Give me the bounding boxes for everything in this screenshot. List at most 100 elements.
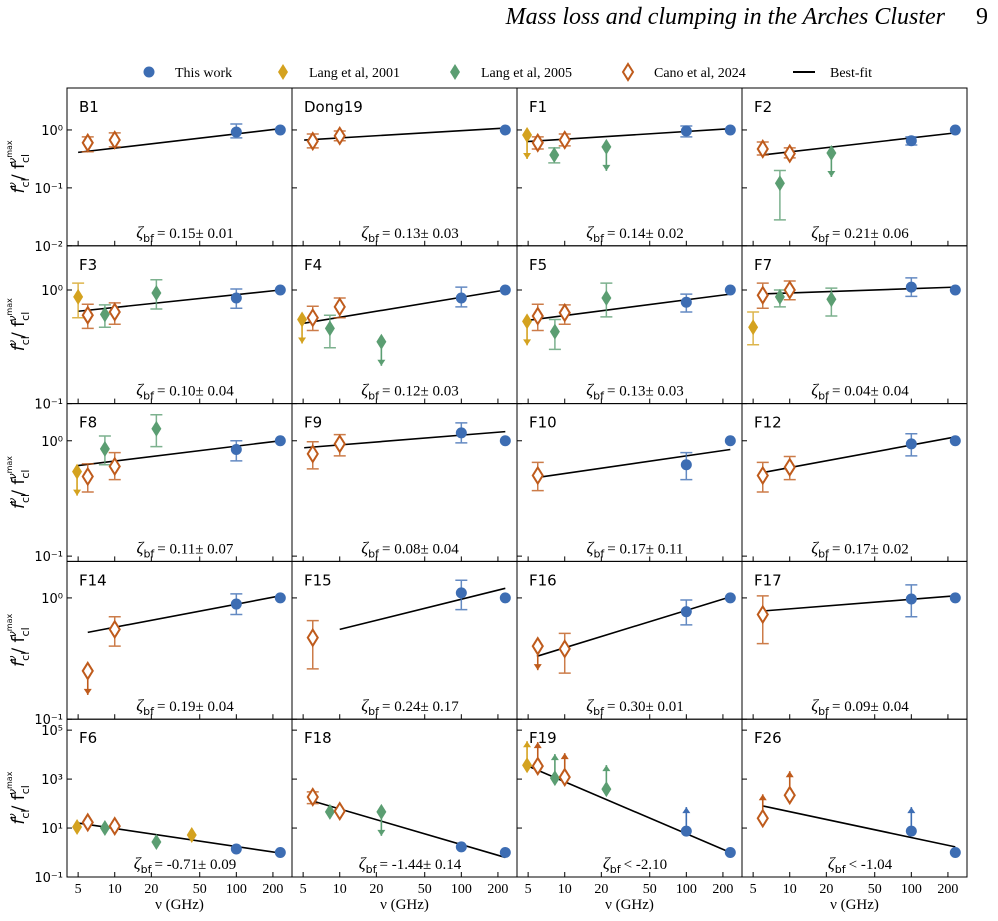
panel-title: B1 [79, 98, 99, 116]
y-axis-label-part: ν [6, 182, 19, 188]
panel-frame [291, 403, 518, 562]
zeta-subscript: bf [368, 232, 380, 245]
panel: F4 ζbf = 0.12± 0.03 [291, 245, 518, 405]
zeta-annotation: ζbf = 0.12± 0.03 [361, 381, 458, 403]
x-axis-label: ν (GHz) [830, 897, 879, 913]
x-tick-label: 10 [108, 882, 122, 897]
zeta-symbol: ζ [811, 223, 819, 242]
best-fit-line [87, 595, 281, 634]
limit-arrowhead [907, 807, 916, 814]
y-axis-label: fclν/ fclνmax [5, 140, 32, 193]
y-tick-label: 10⁰ [41, 124, 63, 139]
limit-arrowhead [523, 152, 532, 159]
y-tick-label: 10³ [41, 773, 63, 788]
marker [230, 843, 242, 855]
panel-title: F6 [79, 729, 97, 747]
zeta-annotation: ζbf = 0.14± 0.02 [586, 223, 683, 245]
zeta-symbol: ζ [587, 538, 595, 557]
y-axis-label-part: max [5, 140, 14, 158]
marker [531, 465, 544, 486]
zeta-value: = 0.04± 0.04 [832, 384, 909, 400]
zeta-annotation: ζbf = 0.15± 0.01 [136, 223, 233, 245]
panel: F15 ζbf = 0.24± 0.17 [291, 560, 518, 720]
marker [558, 302, 571, 323]
marker [783, 280, 796, 300]
y-axis-label-part: cl [19, 154, 32, 163]
zeta-value: = 0.17± 0.02 [832, 541, 909, 557]
marker [756, 465, 769, 486]
x-tick-label: 50 [643, 882, 657, 897]
y-axis-label-part: cl [19, 312, 32, 321]
panel: F10 ζbf = 0.17± 0.11 [516, 403, 743, 562]
marker [324, 803, 335, 820]
marker [549, 323, 560, 340]
marker [99, 306, 110, 323]
panel-title: F19 [529, 729, 557, 747]
y-tick-label: 10⁻¹ [34, 182, 63, 197]
y-axis-label-part: f [9, 342, 29, 351]
limit-arrowhead [758, 794, 767, 801]
panel: Dong19 ζbf = 0.13± 0.03 [291, 87, 518, 247]
panel-title: F26 [754, 729, 782, 747]
panel-title: F14 [79, 571, 107, 589]
zeta-subscript: bf [593, 547, 605, 560]
zeta-value: = 0.21± 0.06 [832, 226, 909, 242]
marker [522, 313, 533, 330]
marker [278, 64, 288, 80]
zeta-subscript: bf [818, 705, 830, 718]
limit-arrowhead [523, 339, 532, 346]
zeta-symbol: ζ [359, 854, 367, 873]
marker [724, 124, 736, 136]
marker [680, 296, 692, 308]
best-fit-line [339, 587, 506, 631]
marker [531, 306, 544, 326]
marker [455, 427, 467, 439]
panel: F2 ζbf = 0.21± 0.06 [741, 87, 968, 247]
marker [558, 130, 571, 150]
zeta-annotation: ζbf = 0.08± 0.04 [361, 538, 459, 560]
zeta-subscript: bf [610, 863, 622, 876]
zeta-subscript: bf [143, 232, 155, 245]
limit-arrowhead [602, 164, 611, 171]
y-tick-label: 10⁻¹ [34, 398, 63, 413]
x-tick-label: 200 [937, 882, 958, 897]
y-axis-label-part: ν [6, 340, 19, 346]
marker [455, 587, 467, 599]
zeta-value: = 0.11± 0.07 [157, 541, 234, 557]
marker [81, 305, 94, 326]
marker [680, 459, 692, 471]
marker [73, 288, 84, 305]
y-axis-label-part: max [5, 771, 14, 789]
x-tick-label: 50 [868, 882, 882, 897]
marker [905, 281, 917, 293]
panel-frame [66, 245, 293, 405]
y-axis-label-part: ν [6, 656, 19, 662]
x-tick-label: 100 [676, 882, 697, 897]
panel: F17 ζbf = 0.09± 0.04 [741, 560, 968, 720]
zeta-symbol: ζ [361, 381, 369, 400]
x-tick-label: 20 [144, 882, 158, 897]
marker [724, 435, 736, 447]
panel-title: F16 [529, 571, 557, 589]
marker [108, 619, 121, 640]
x-tick-label: 50 [193, 882, 207, 897]
zeta-subscript: bf [368, 705, 380, 718]
marker [756, 808, 769, 829]
y-tick-label: 10⁻¹ [34, 713, 63, 728]
marker [558, 638, 571, 659]
marker [499, 284, 511, 296]
y-axis-label-part: / f [9, 793, 29, 811]
panel: 5 10 20 50 100 200 F19 ζbf < -2.10 ν (GHz) [516, 718, 743, 913]
best-fit-line [527, 127, 731, 143]
y-tick-label: 10⁰ [41, 435, 63, 450]
zeta-value: = 0.10± 0.04 [157, 384, 234, 400]
marker [81, 132, 94, 153]
marker [826, 145, 837, 162]
zeta-symbol: ζ [811, 381, 819, 400]
y-axis-label-part: cl [19, 652, 32, 661]
marker [274, 124, 286, 136]
page-number: 9 [976, 4, 988, 30]
